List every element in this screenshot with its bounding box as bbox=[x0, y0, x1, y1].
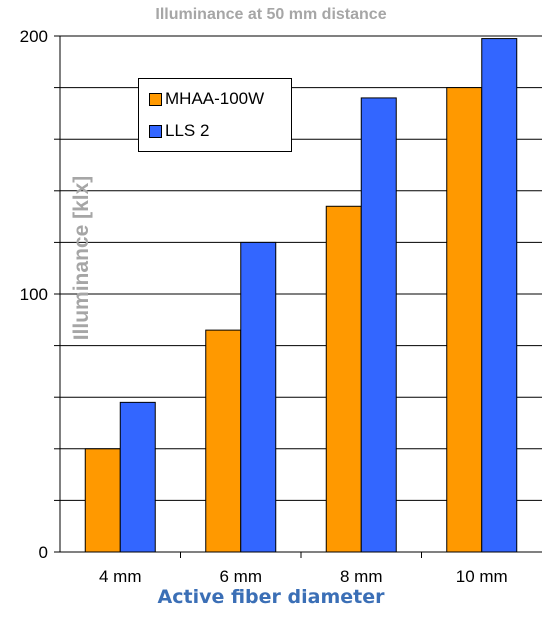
y-tick-label: 0 bbox=[39, 543, 48, 562]
legend-swatch-lls bbox=[149, 124, 162, 138]
bar-mhaa-100w bbox=[84, 448, 121, 553]
tick-labels: 0 100 200 4 mm 6 mm 8 mm 10 mm bbox=[20, 27, 508, 586]
chart-title: Illuminance at 50 mm distance bbox=[155, 6, 387, 23]
x-axis-label: Active fiber diameter bbox=[157, 586, 385, 608]
legend-label-lls: LLS 2 bbox=[165, 121, 210, 140]
y-tick-label: 200 bbox=[20, 27, 48, 46]
axes bbox=[54, 35, 542, 558]
legend-item-lls: LLS 2 bbox=[149, 121, 209, 141]
legend: MHAA-100W LLS 2 bbox=[138, 78, 292, 152]
bar-mhaa-100w bbox=[325, 205, 362, 553]
y-axis-label: Illuminance [klx] bbox=[70, 175, 93, 341]
bars bbox=[84, 38, 518, 553]
y-tick-label: 100 bbox=[20, 285, 48, 304]
bar-lls-2 bbox=[481, 38, 518, 553]
bar-lls-2 bbox=[240, 241, 277, 553]
legend-item-mhaa: MHAA-100W bbox=[149, 89, 264, 109]
x-tick-label: 4 mm bbox=[99, 567, 142, 586]
x-tick-label: 10 mm bbox=[456, 567, 508, 586]
bar-mhaa-100w bbox=[205, 329, 242, 553]
bar-lls-2 bbox=[360, 97, 397, 553]
legend-swatch-mhaa bbox=[149, 92, 162, 106]
bar-mhaa-100w bbox=[446, 87, 483, 553]
x-tick-label: 8 mm bbox=[340, 567, 383, 586]
legend-label-mhaa: MHAA-100W bbox=[165, 89, 265, 108]
x-tick-label: 6 mm bbox=[220, 567, 263, 586]
bar-lls-2 bbox=[119, 401, 156, 553]
